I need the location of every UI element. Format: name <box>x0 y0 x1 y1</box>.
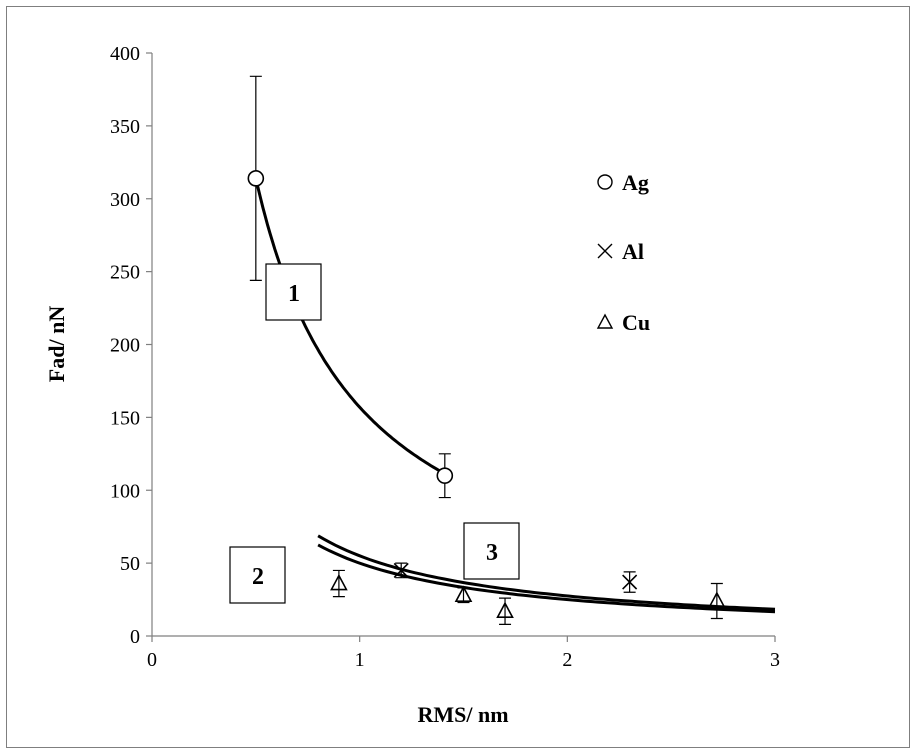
legend-label-ag: Ag <box>622 170 649 195</box>
legend-label-cu: Cu <box>622 310 650 335</box>
curve-label-1-box <box>265 263 322 321</box>
point-ag <box>247 170 265 187</box>
y-tick-label: 150 <box>110 407 140 429</box>
curve-label-2-text: 2 <box>252 564 264 590</box>
y-tick-label: 350 <box>110 116 140 138</box>
x-axis-title: RMS/ nm <box>417 702 508 727</box>
curve-label-1-text: 1 <box>288 281 300 307</box>
error-bar-cu <box>710 582 723 620</box>
y-tick-label: 200 <box>110 335 140 357</box>
x-tick-label: 2 <box>562 649 572 671</box>
curve-label-2-box <box>229 546 286 604</box>
legend: Ag Al Cu <box>596 170 650 335</box>
y-tick-label: 100 <box>110 480 140 502</box>
fit-curve-3 <box>317 543 776 614</box>
legend-marker-ag <box>597 174 613 190</box>
curve-label-3-box <box>463 522 520 580</box>
point-cu <box>454 585 473 602</box>
point-cu <box>330 573 348 591</box>
legend-marker-cu <box>596 313 614 329</box>
y-tick-label: 400 <box>110 43 140 65</box>
x-tick-label: 1 <box>355 649 365 671</box>
curve-label-1: 1 <box>265 263 322 321</box>
x-tick-label: 3 <box>770 649 780 671</box>
data-points <box>247 170 726 619</box>
y-tick-label: 50 <box>120 553 140 575</box>
fit-curve-2 <box>317 534 776 611</box>
chart-frame: 0 50 100 150 200 250 300 350 400 0 1 2 3 RMS/ nm Fad… <box>6 6 910 748</box>
x-tick-label: 0 <box>147 649 157 671</box>
curve-label-2: 2 <box>229 546 286 604</box>
chart-area: 0 50 100 150 200 250 300 350 400 0 1 2 3 RMS/ nm Fad… <box>44 43 780 727</box>
ticks-layer: 0 50 100 150 200 250 300 350 400 0 1 2 3 <box>110 43 780 671</box>
point-al <box>393 562 409 578</box>
y-axis-title: Fad/ nN <box>44 306 69 383</box>
y-tick-label: 0 <box>130 626 140 648</box>
y-tick-label: 300 <box>110 189 140 211</box>
point-cu <box>496 601 514 619</box>
legend-marker-al <box>597 243 613 259</box>
point-al <box>622 574 638 590</box>
curve-label-3-text: 3 <box>486 540 498 566</box>
legend-label-al: Al <box>622 239 644 264</box>
y-tick-label: 250 <box>110 262 140 284</box>
fit-curve-1 <box>254 177 446 476</box>
point-ag <box>436 467 454 484</box>
point-cu <box>708 591 726 608</box>
curve-label-3: 3 <box>463 522 520 580</box>
